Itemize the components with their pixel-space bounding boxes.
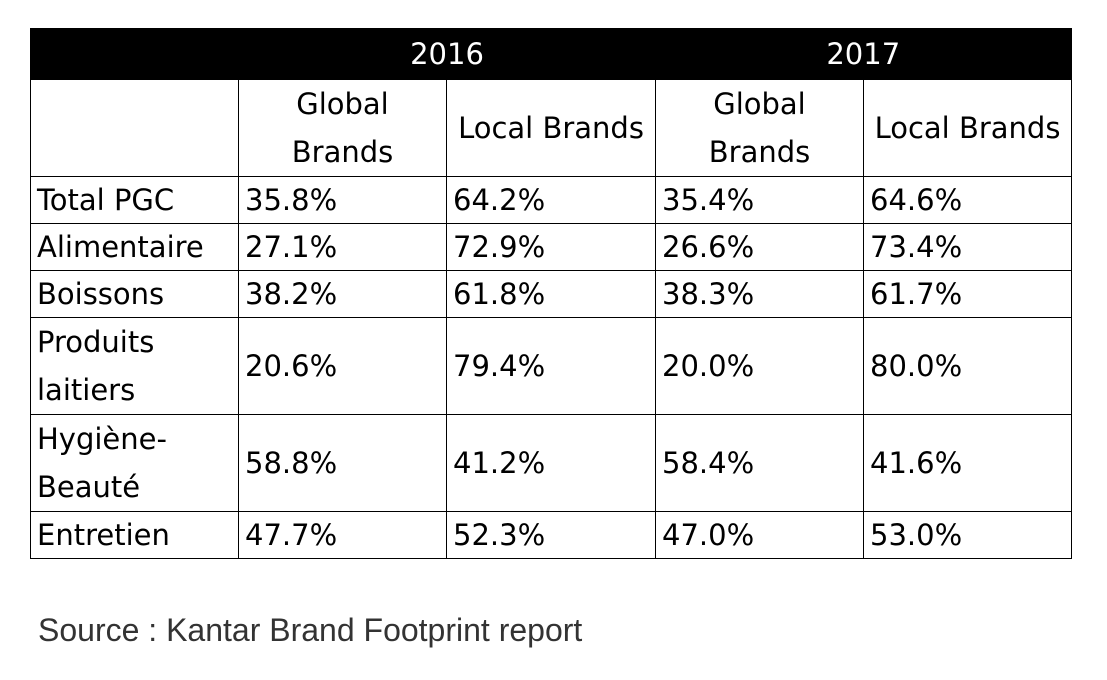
column-header-global-2017: Global Brands [655,79,864,177]
source-note: Source : Kantar Brand Footprint report [38,612,583,648]
row-category: Alimentaire [30,223,239,271]
row-category: Total PGC [30,176,239,224]
cell-local-2016: 41.2% [446,414,656,512]
cell-global-2017: 38.3% [655,270,864,318]
cell-global-2017: 58.4% [655,414,864,512]
column-header-local-2016: Local Brands [446,79,656,177]
year-header-2017: 2017 [655,28,1072,80]
cell-local-2017: 41.6% [863,414,1072,512]
cell-local-2016: 61.8% [446,270,656,318]
cell-local-2017: 80.0% [863,317,1072,415]
cell-global-2017: 35.4% [655,176,864,224]
cell-global-2016: 58.8% [238,414,447,512]
column-header-global-2016: Global Brands [238,79,447,177]
table-row: Boissons 38.2% 61.8% 38.3% 61.7% [30,270,1072,318]
cell-local-2016: 52.3% [446,511,656,559]
cell-global-2017: 20.0% [655,317,864,415]
table-row: Hygiène-Beauté 58.8% 41.2% 58.4% 41.6% [30,414,1072,512]
cell-local-2016: 64.2% [446,176,656,224]
table-row: Entretien 47.7% 52.3% 47.0% 53.0% [30,511,1072,559]
year-header-2016: 2016 [238,28,656,80]
column-header-blank [30,79,239,177]
cell-local-2016: 79.4% [446,317,656,415]
brand-share-table-wrap: 2016 2017 Global Brands Local Brands Glo… [30,28,1072,559]
year-header-blank [30,28,239,80]
row-category: Produits laitiers [30,317,239,415]
table-row: Total PGC 35.8% 64.2% 35.4% 64.6% [30,176,1072,224]
cell-local-2016: 72.9% [446,223,656,271]
year-header-row: 2016 2017 [30,28,1072,80]
cell-global-2016: 27.1% [238,223,447,271]
cell-global-2017: 47.0% [655,511,864,559]
cell-local-2017: 64.6% [863,176,1072,224]
table-row: Produits laitiers 20.6% 79.4% 20.0% 80.0… [30,317,1072,415]
cell-global-2017: 26.6% [655,223,864,271]
column-header-row: Global Brands Local Brands Global Brands… [30,79,1072,177]
cell-global-2016: 20.6% [238,317,447,415]
row-category: Boissons [30,270,239,318]
cell-local-2017: 53.0% [863,511,1072,559]
table-row: Alimentaire 27.1% 72.9% 26.6% 73.4% [30,223,1072,271]
cell-global-2016: 35.8% [238,176,447,224]
cell-global-2016: 38.2% [238,270,447,318]
column-header-local-2017: Local Brands [863,79,1072,177]
row-category: Hygiène-Beauté [30,414,239,512]
brand-share-table: 2016 2017 Global Brands Local Brands Glo… [30,28,1072,559]
cell-global-2016: 47.7% [238,511,447,559]
cell-local-2017: 73.4% [863,223,1072,271]
cell-local-2017: 61.7% [863,270,1072,318]
row-category: Entretien [30,511,239,559]
